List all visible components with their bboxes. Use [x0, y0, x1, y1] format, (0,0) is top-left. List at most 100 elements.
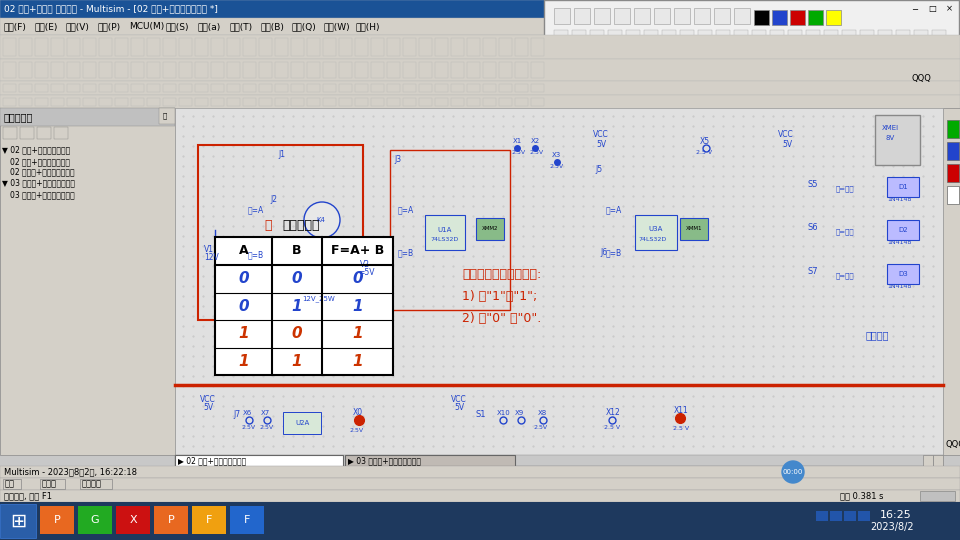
Bar	[198, 145, 363, 320]
Text: X11: X11	[674, 406, 688, 415]
Bar	[259, 98, 272, 106]
Text: J6: J6	[600, 248, 607, 257]
Text: VCC: VCC	[451, 395, 467, 404]
Bar	[770, 30, 784, 44]
Text: 2.5 V: 2.5 V	[604, 425, 620, 430]
Bar	[275, 84, 288, 92]
Text: D3: D3	[899, 271, 908, 277]
Bar	[275, 62, 288, 78]
Text: VCC: VCC	[593, 130, 609, 139]
Bar	[844, 511, 856, 521]
Bar	[680, 218, 708, 240]
Text: X7: X7	[261, 410, 271, 416]
Bar	[816, 511, 828, 521]
Bar	[499, 62, 512, 78]
Text: G: G	[90, 515, 99, 525]
Bar	[243, 84, 256, 92]
Bar	[291, 98, 304, 106]
Bar	[3, 127, 17, 139]
Bar	[572, 30, 586, 44]
Bar	[925, 2, 940, 16]
Text: =5V: =5V	[358, 268, 374, 277]
Text: ⊞: ⊞	[10, 511, 26, 530]
Bar	[435, 84, 448, 92]
Bar	[947, 120, 959, 138]
Text: 选项(Q): 选项(Q)	[292, 23, 317, 31]
Bar	[175, 455, 943, 466]
Bar	[830, 511, 842, 521]
Bar	[355, 98, 368, 106]
Text: 组态: 组态	[5, 480, 15, 489]
Text: 1: 1	[352, 299, 363, 314]
Bar	[942, 2, 957, 16]
Bar	[419, 84, 432, 92]
Bar	[403, 98, 416, 106]
Text: 可见度: 可见度	[42, 480, 57, 489]
Bar	[451, 98, 464, 106]
Bar	[243, 98, 256, 106]
Text: 项目视图: 项目视图	[82, 480, 102, 489]
Bar	[842, 30, 856, 44]
Bar	[51, 98, 64, 106]
Text: 如需帮助, 请按 F1: 如需帮助, 请按 F1	[4, 491, 52, 501]
Bar	[243, 38, 256, 56]
Text: P: P	[54, 515, 60, 525]
Bar	[37, 127, 51, 139]
Bar	[323, 98, 336, 106]
Text: V1: V1	[204, 246, 214, 254]
Bar	[192, 506, 226, 534]
Text: 2023/8/2: 2023/8/2	[870, 522, 914, 532]
Text: U3A: U3A	[649, 226, 663, 232]
Bar	[515, 38, 528, 56]
Bar	[3, 62, 16, 78]
Bar	[554, 8, 570, 24]
Text: F: F	[205, 515, 212, 525]
Bar	[483, 38, 496, 56]
Bar	[19, 38, 32, 56]
Bar	[339, 62, 352, 78]
Text: 1N4148: 1N4148	[887, 240, 911, 245]
Text: 5V: 5V	[782, 140, 792, 149]
Bar	[467, 98, 480, 106]
Bar	[80, 479, 112, 489]
Bar	[99, 84, 112, 92]
Text: K4: K4	[316, 217, 324, 223]
Bar	[387, 98, 400, 106]
Text: 12V_25W: 12V_25W	[302, 295, 335, 302]
Bar	[163, 62, 176, 78]
Bar	[67, 98, 80, 106]
Text: P: P	[168, 515, 175, 525]
Text: VCC: VCC	[778, 130, 794, 139]
Bar	[51, 38, 64, 56]
Text: 帮助(H): 帮助(H)	[355, 23, 379, 31]
Text: 1: 1	[292, 354, 302, 369]
Text: 12V: 12V	[204, 253, 219, 262]
Bar	[275, 38, 288, 56]
Bar	[943, 108, 960, 455]
Bar	[515, 62, 528, 78]
Bar	[425, 215, 465, 250]
Bar	[0, 466, 960, 478]
Bar	[339, 84, 352, 92]
Text: S5: S5	[808, 180, 819, 189]
Text: 端=B: 端=B	[606, 248, 622, 257]
Text: □: □	[928, 4, 936, 14]
Bar	[467, 62, 480, 78]
Bar	[323, 62, 336, 78]
Bar	[179, 98, 192, 106]
Bar	[159, 108, 175, 124]
Bar	[808, 10, 823, 25]
Text: D1: D1	[899, 184, 908, 190]
Text: D2: D2	[899, 227, 908, 233]
Bar	[259, 38, 272, 56]
Text: 2.5V: 2.5V	[259, 425, 274, 430]
Bar	[858, 511, 870, 521]
Text: VCC: VCC	[200, 395, 216, 404]
Bar	[83, 98, 96, 106]
Text: X1: X1	[513, 138, 522, 144]
Bar	[83, 38, 96, 56]
Bar	[0, 478, 960, 490]
Text: 02 或非门+或非门逻辑运算: 02 或非门+或非门逻辑运算	[10, 167, 75, 176]
Bar	[387, 38, 400, 56]
Bar	[908, 2, 923, 16]
